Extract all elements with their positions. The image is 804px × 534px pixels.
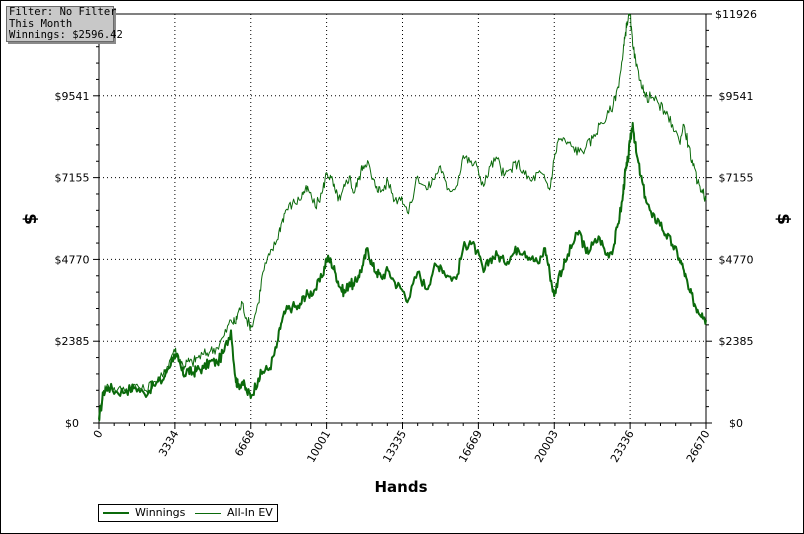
y-axis-right-tick-labels: $0 $2385 $4770 $7155 $9541 $11926 xyxy=(715,8,757,430)
y-left-tick-label: $2385 xyxy=(55,335,90,348)
y-left-tick-label: $4770 xyxy=(55,253,90,266)
y-axis-title-left: $ xyxy=(20,213,40,225)
x-tick-label: 3334 xyxy=(156,428,181,459)
series-layer xyxy=(98,13,707,422)
x-axis-tick-labels: 0 3334 6668 10001 13335 16669 20003 23336 26670 xyxy=(91,428,713,465)
x-tick-label: 16669 xyxy=(456,428,485,465)
y-axis-left-tick-labels: $0 $2385 $4770 $7155 $9541 xyxy=(55,90,90,430)
legend-label-winnings: Winnings xyxy=(135,506,186,519)
filter-info-box: Filter: No Filter This Month Winnings: $… xyxy=(6,6,123,42)
y-left-tick-label: $9541 xyxy=(55,90,90,103)
winnings-total-text: Winnings: $2596.42 xyxy=(9,29,123,41)
x-tick-label: 20003 xyxy=(532,428,561,465)
grid-lines xyxy=(99,14,706,423)
series-line-allin-ev xyxy=(98,13,707,422)
legend-item-allin-ev: All-In EV xyxy=(195,505,273,521)
y-right-tick-label: $11926 xyxy=(715,8,757,21)
x-tick-label: 10001 xyxy=(304,428,333,465)
legend-label-allin-ev: All-In EV xyxy=(227,506,273,519)
legend-swatch-allin-ev xyxy=(195,512,221,514)
legend-swatch-winnings xyxy=(103,512,129,514)
period-text: This Month xyxy=(9,17,73,30)
series-line-winnings xyxy=(98,121,707,420)
x-tick-label: 6668 xyxy=(232,428,257,459)
y-right-tick-label: $2385 xyxy=(719,335,754,348)
y-left-tick-label: $7155 xyxy=(55,172,90,185)
y-right-tick-label: $0 xyxy=(729,417,743,430)
x-tick-label: 26670 xyxy=(684,428,713,465)
y-right-tick-label: $7155 xyxy=(719,172,754,185)
x-tick-label: 23336 xyxy=(608,428,637,465)
x-tick-label: 0 xyxy=(91,428,106,441)
y-right-tick-label: $4770 xyxy=(719,253,754,266)
x-tick-label: 13335 xyxy=(380,428,409,465)
axes xyxy=(93,13,712,429)
y-left-tick-label: $0 xyxy=(65,417,79,430)
chart-legend: Winnings All-In EV xyxy=(98,504,278,522)
legend-item-winnings: Winnings xyxy=(103,505,185,521)
x-axis-title: Hands xyxy=(374,478,427,496)
filter-text: Filter: No Filter xyxy=(9,6,117,18)
y-axis-title-right: $ xyxy=(773,213,793,225)
y-right-tick-label: $9541 xyxy=(719,90,754,103)
